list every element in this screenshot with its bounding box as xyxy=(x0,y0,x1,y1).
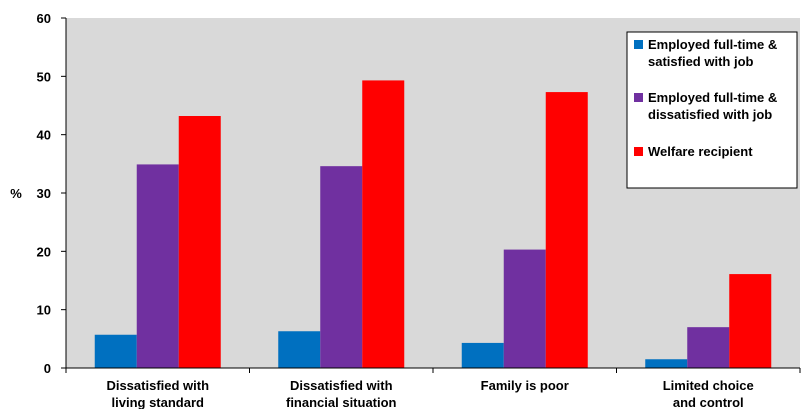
bars xyxy=(94,80,772,369)
bar xyxy=(94,334,137,368)
y-tick-label: 60 xyxy=(37,11,51,26)
y-tick-label: 0 xyxy=(44,361,51,376)
legend-label: Employed full-time & xyxy=(648,90,777,105)
bar xyxy=(461,342,504,368)
legend-label: dissatisfied with job xyxy=(648,107,772,122)
bar xyxy=(320,166,363,368)
bar xyxy=(687,327,730,368)
bar xyxy=(729,274,772,368)
y-axis: 0 10 20 30 40 50 60 xyxy=(37,11,67,376)
legend-swatch xyxy=(634,147,643,156)
bar xyxy=(362,80,405,369)
bar xyxy=(278,331,321,368)
x-category-label: and control xyxy=(673,395,744,409)
y-axis-label: % xyxy=(10,186,22,201)
legend: Employed full-time & satisfied with job Em… xyxy=(626,31,798,189)
bar xyxy=(503,249,546,368)
legend-box xyxy=(626,31,798,189)
x-axis-categories: Dissatisfied with living standard Dissatis… xyxy=(65,368,801,409)
y-tick-label: 10 xyxy=(37,303,51,318)
legend-label: Employed full-time & xyxy=(648,37,777,52)
legend-label: satisfied with job xyxy=(648,54,754,69)
y-tick-label: 40 xyxy=(37,128,51,143)
x-category-label: financial situation xyxy=(286,395,397,409)
y-tick-label: 50 xyxy=(37,69,51,84)
bar xyxy=(136,164,179,368)
bar xyxy=(545,92,588,368)
legend-swatch xyxy=(634,40,643,49)
x-category-label: Family is poor xyxy=(481,378,569,393)
bar xyxy=(178,116,221,368)
x-category-label: living standard xyxy=(112,395,205,409)
y-tick-label: 30 xyxy=(37,186,51,201)
x-category-label: Limited choice xyxy=(663,378,754,393)
x-category-label: Dissatisfied with xyxy=(106,378,209,393)
x-category-label: Dissatisfied with xyxy=(290,378,393,393)
bar xyxy=(645,359,688,368)
legend-swatch xyxy=(634,93,643,102)
legend-label: Welfare recipient xyxy=(648,144,753,159)
y-tick-label: 20 xyxy=(37,244,51,259)
